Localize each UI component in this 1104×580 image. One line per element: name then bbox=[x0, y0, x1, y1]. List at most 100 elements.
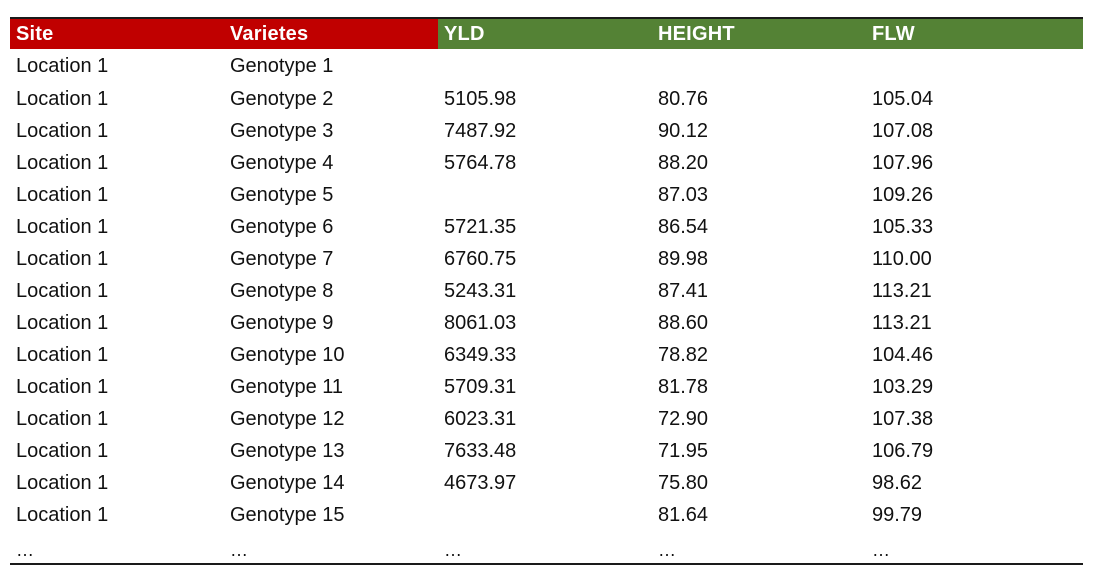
cell-variety: Genotype 14 bbox=[230, 471, 345, 494]
cell-site: Location 1 bbox=[16, 343, 109, 366]
cell-variety: Genotype 3 bbox=[230, 119, 334, 142]
table-row: Location 1 Genotype 8 5243.31 87.41 113.21 bbox=[10, 275, 1083, 307]
cell-variety: Genotype 10 bbox=[230, 343, 345, 366]
cell-yld bbox=[438, 499, 652, 531]
table-row: Location 1 Genotype 10 6349.33 78.82 104.46 bbox=[10, 339, 1083, 371]
cell-yld: 5764.78 bbox=[444, 151, 517, 174]
cell-variety: Genotype 8 bbox=[230, 279, 334, 302]
cell-height: 81.64 bbox=[658, 503, 709, 526]
cell-height: 89.98 bbox=[658, 247, 709, 270]
cell-flw: 105.04 bbox=[872, 87, 934, 110]
table-row: Location 1 Genotype 3 7487.92 90.12 107.08 bbox=[10, 115, 1083, 147]
cell-flw: 109.26 bbox=[872, 183, 934, 206]
cell-yld: 4673.97 bbox=[444, 471, 517, 494]
table-row: Location 1 Genotype 1 bbox=[10, 49, 1083, 83]
cell-site: Location 1 bbox=[16, 183, 109, 206]
cell-variety: Genotype 13 bbox=[230, 439, 345, 462]
cell-flw: 99.79 bbox=[872, 503, 923, 526]
table-row: Location 1 Genotype 14 4673.97 75.80 98.62 bbox=[10, 467, 1083, 499]
cell-flw: 107.96 bbox=[872, 151, 934, 174]
cell-variety: Genotype 6 bbox=[230, 215, 334, 238]
cell-yld: 5709.31 bbox=[444, 375, 517, 398]
ellipsis-cell: … bbox=[16, 540, 34, 560]
table-row: Location 1 Genotype 2 5105.98 80.76 105.04 bbox=[10, 83, 1083, 115]
cell-flw: 104.46 bbox=[872, 343, 934, 366]
table-row: Location 1 Genotype 12 6023.31 72.90 107.38 bbox=[10, 403, 1083, 435]
ellipsis-row: … … … … … bbox=[10, 531, 1083, 563]
cell-site: Location 1 bbox=[16, 54, 109, 77]
cell-variety: Genotype 15 bbox=[230, 503, 345, 526]
cell-flw bbox=[866, 49, 1083, 83]
table-row: Location 1 Genotype 15 81.64 99.79 bbox=[10, 499, 1083, 531]
table-row: Location 1 Genotype 4 5764.78 88.20 107.96 bbox=[10, 147, 1083, 179]
cell-site: Location 1 bbox=[16, 247, 109, 270]
cell-site: Location 1 bbox=[16, 215, 109, 238]
cell-height: 81.78 bbox=[658, 375, 709, 398]
ellipsis-cell: … bbox=[230, 540, 248, 560]
header-varietes: Varietes bbox=[224, 19, 438, 49]
cell-flw: 107.38 bbox=[872, 407, 934, 430]
ellipsis-cell: … bbox=[444, 540, 462, 560]
cell-variety: Genotype 12 bbox=[230, 407, 345, 430]
table-bottom-rule bbox=[10, 563, 1083, 565]
header-height: HEIGHT bbox=[652, 19, 866, 49]
cell-site: Location 1 bbox=[16, 375, 109, 398]
cell-flw: 107.08 bbox=[872, 119, 934, 142]
cell-site: Location 1 bbox=[16, 119, 109, 142]
cell-yld: 7487.92 bbox=[444, 119, 517, 142]
cell-flw: 106.79 bbox=[872, 439, 934, 462]
cell-flw: 98.62 bbox=[872, 471, 923, 494]
cell-height: 86.54 bbox=[658, 215, 709, 238]
cell-yld: 6760.75 bbox=[444, 247, 517, 270]
cell-height: 71.95 bbox=[658, 439, 709, 462]
cell-site: Location 1 bbox=[16, 407, 109, 430]
cell-yld: 8061.03 bbox=[444, 311, 517, 334]
cell-yld bbox=[438, 179, 652, 211]
cell-height: 87.41 bbox=[658, 279, 709, 302]
cell-height: 90.12 bbox=[658, 119, 709, 142]
cell-site: Location 1 bbox=[16, 87, 109, 110]
cell-site: Location 1 bbox=[16, 503, 109, 526]
cell-yld: 5105.98 bbox=[444, 87, 517, 110]
cell-site: Location 1 bbox=[16, 471, 109, 494]
cell-height: 88.60 bbox=[658, 311, 709, 334]
table-row: Location 1 Genotype 13 7633.48 71.95 106.79 bbox=[10, 435, 1083, 467]
table-top-rule bbox=[10, 17, 1083, 19]
table-row: Location 1 Genotype 9 8061.03 88.60 113.21 bbox=[10, 307, 1083, 339]
cell-yld: 5243.31 bbox=[444, 279, 517, 302]
table-row: Location 1 Genotype 7 6760.75 89.98 110.00 bbox=[10, 243, 1083, 275]
cell-yld: 6349.33 bbox=[444, 343, 517, 366]
ellipsis-cell: … bbox=[872, 540, 890, 560]
data-table: Site Varietes YLD HEIGHT FLW Location 1 G… bbox=[10, 19, 1083, 563]
data-table-container: Site Varietes YLD HEIGHT FLW Location 1 G… bbox=[10, 17, 1083, 565]
cell-site: Location 1 bbox=[16, 151, 109, 174]
cell-flw: 113.21 bbox=[872, 311, 932, 334]
cell-flw: 113.21 bbox=[872, 279, 932, 302]
cell-height: 80.76 bbox=[658, 87, 709, 110]
cell-flw: 110.00 bbox=[872, 247, 932, 270]
cell-height: 87.03 bbox=[658, 183, 709, 206]
cell-variety: Genotype 1 bbox=[230, 54, 334, 77]
cell-variety: Genotype 5 bbox=[230, 183, 334, 206]
cell-yld: 5721.35 bbox=[444, 215, 517, 238]
header-yld: YLD bbox=[438, 19, 652, 49]
cell-variety: Genotype 4 bbox=[230, 151, 334, 174]
table-row: Location 1 Genotype 6 5721.35 86.54 105.33 bbox=[10, 211, 1083, 243]
cell-yld bbox=[438, 49, 652, 83]
cell-variety: Genotype 2 bbox=[230, 87, 334, 110]
header-flw: FLW bbox=[866, 19, 1083, 49]
cell-height: 78.82 bbox=[658, 343, 709, 366]
table-body: Location 1 Genotype 1 Location 1 Genotype 2… bbox=[10, 49, 1083, 563]
cell-height bbox=[652, 49, 866, 83]
cell-variety: Genotype 9 bbox=[230, 311, 334, 334]
cell-height: 75.80 bbox=[658, 471, 709, 494]
cell-flw: 105.33 bbox=[872, 215, 934, 238]
cell-site: Location 1 bbox=[16, 311, 109, 334]
cell-height: 88.20 bbox=[658, 151, 709, 174]
cell-site: Location 1 bbox=[16, 279, 109, 302]
cell-height: 72.90 bbox=[658, 407, 709, 430]
table-row: Location 1 Genotype 11 5709.31 81.78 103.29 bbox=[10, 371, 1083, 403]
header-site: Site bbox=[10, 19, 224, 49]
table-row: Location 1 Genotype 5 87.03 109.26 bbox=[10, 179, 1083, 211]
ellipsis-cell: … bbox=[658, 540, 676, 560]
